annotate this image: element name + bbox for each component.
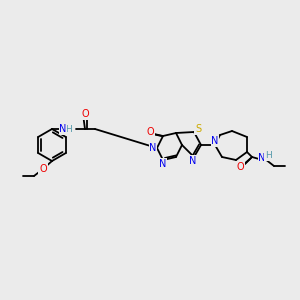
Text: N: N — [258, 153, 266, 163]
Text: N: N — [159, 159, 167, 169]
Text: H: H — [265, 152, 272, 160]
Text: O: O — [236, 162, 244, 172]
Text: H: H — [64, 124, 71, 134]
Text: S: S — [195, 124, 201, 134]
Text: O: O — [39, 164, 47, 174]
Text: O: O — [81, 109, 89, 119]
Text: N: N — [189, 156, 197, 166]
Text: O: O — [146, 127, 154, 137]
Text: N: N — [149, 143, 157, 153]
Text: N: N — [59, 124, 67, 134]
Text: N: N — [211, 136, 219, 146]
